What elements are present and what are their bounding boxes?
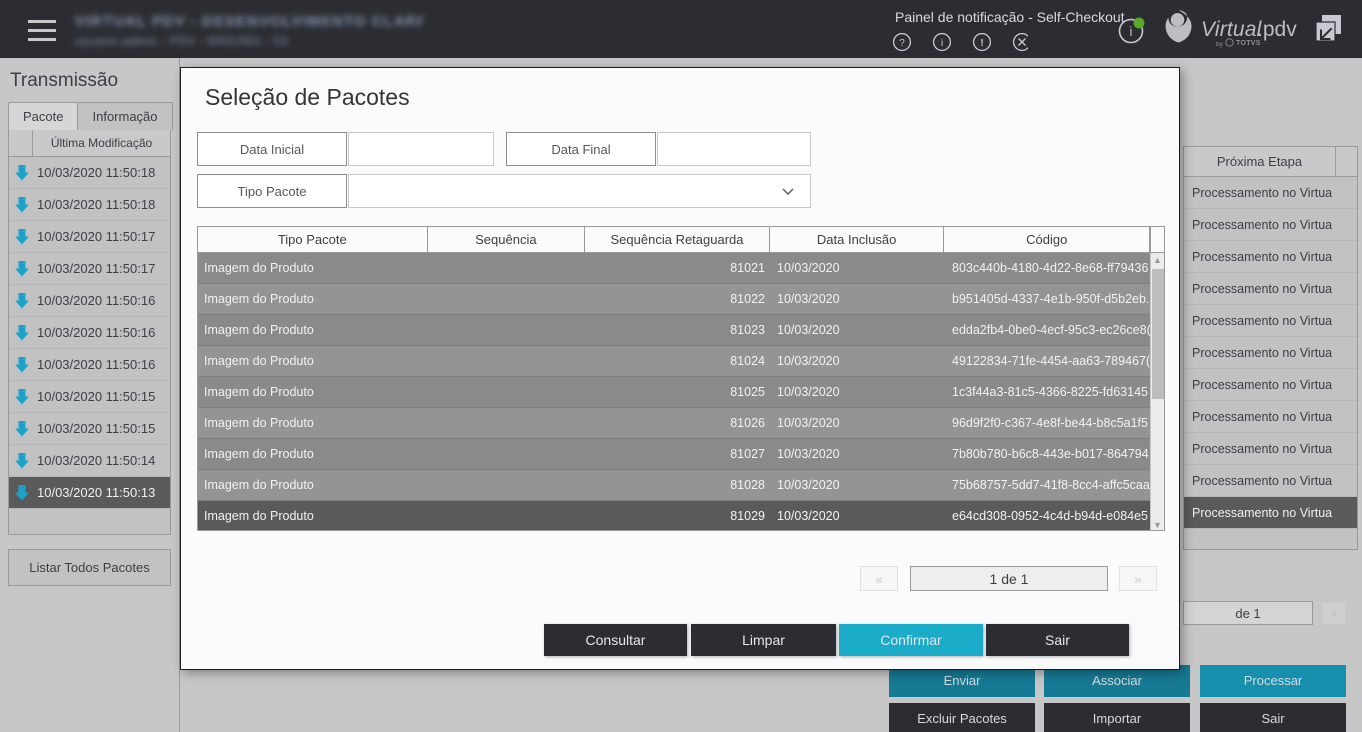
svg-text:?: ? [899, 38, 905, 49]
svg-text:!: ! [980, 38, 983, 49]
svg-text:TOTVS: TOTVS [1236, 40, 1261, 47]
svg-text:Virtual: Virtual [1201, 18, 1263, 41]
svg-text:by: by [1216, 41, 1224, 48]
svg-text:i: i [941, 37, 943, 49]
svg-text:.pdv: .pdv [1257, 18, 1297, 41]
svg-text:i: i [1130, 24, 1133, 39]
